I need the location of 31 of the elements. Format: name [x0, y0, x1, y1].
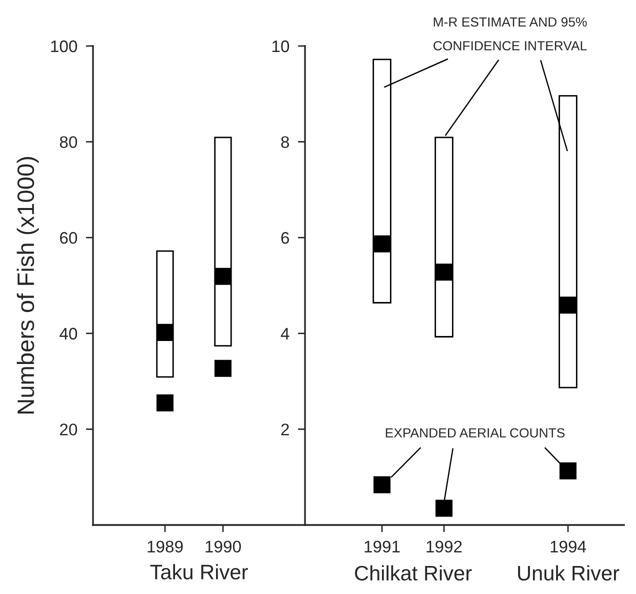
x-tick-label: 1992: [426, 540, 462, 553]
y-tick-label: 2: [281, 424, 289, 436]
point: [373, 235, 391, 252]
y-tick-label: 80: [60, 136, 78, 148]
point: [373, 476, 391, 494]
y-axis-title: Numbers of Fish (x1000): [16, 157, 39, 414]
y-tick-label: 40: [60, 328, 78, 340]
annotation: M-R ESTIMATE AND 95% CONFIDENCE INTERVAL: [434, 17, 587, 50]
y-tick-label: 60: [60, 232, 78, 244]
point: [156, 394, 174, 412]
y-tick-label: 4: [280, 328, 290, 340]
y-tick-label: 100: [51, 40, 78, 52]
point: [214, 268, 232, 285]
point: [214, 360, 232, 377]
x-tick-label: 1991: [364, 540, 400, 553]
x-tick-label: 1989: [148, 540, 183, 553]
text: Unuk River: [518, 565, 620, 581]
x-tick-label: 1994: [550, 540, 586, 553]
point: [156, 324, 174, 341]
y-tick-label: 20: [60, 424, 78, 436]
y-tick-label: 8: [281, 136, 289, 148]
y-tick-label: 6: [281, 232, 289, 244]
point: [559, 462, 577, 480]
point: [559, 296, 577, 314]
x-axis-title: Taku River: [150, 564, 248, 580]
point: [435, 500, 453, 517]
point: [435, 264, 453, 281]
x-tick-label: 1990: [206, 540, 241, 553]
annotation: EXPANDED AERIAL COUNTS: [386, 428, 565, 438]
y-tick-label: 10: [272, 40, 290, 52]
text: Chilkat River: [355, 565, 472, 581]
